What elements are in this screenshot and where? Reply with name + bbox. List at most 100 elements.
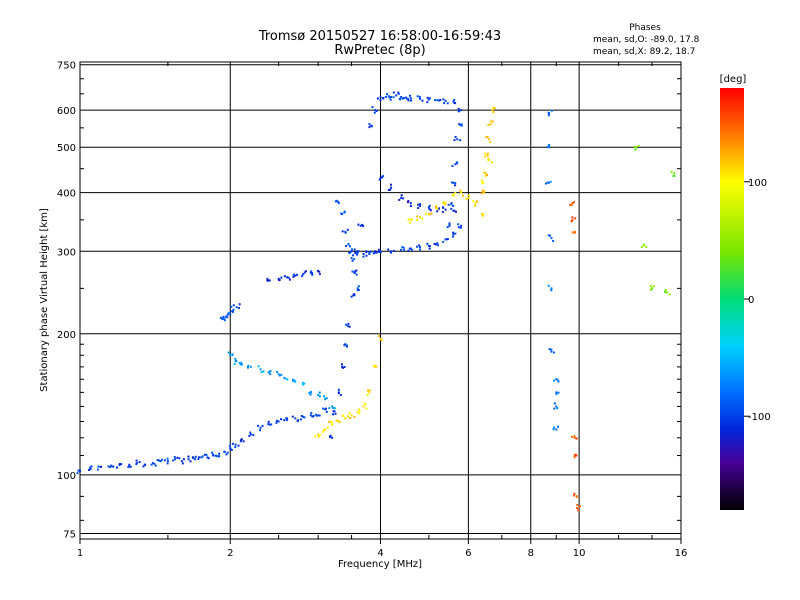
data-point [569, 203, 572, 206]
data-point [364, 402, 367, 405]
data-point [418, 244, 421, 247]
data-point [346, 228, 349, 231]
data-point [257, 365, 260, 368]
data-point [335, 419, 338, 422]
data-point [424, 212, 427, 215]
data-point [460, 123, 463, 126]
data-point [293, 379, 296, 382]
data-point [269, 369, 272, 372]
data-point [375, 365, 378, 368]
data-point [310, 270, 313, 273]
data-point [314, 413, 317, 416]
data-point [456, 138, 459, 141]
data-point [547, 234, 550, 237]
data-point [351, 270, 354, 273]
data-point [200, 456, 203, 459]
data-point [575, 437, 578, 440]
data-point [374, 251, 377, 254]
data-point [347, 322, 350, 325]
data-point [489, 123, 492, 126]
data-point [454, 182, 457, 185]
data-point [361, 223, 364, 226]
data-point [441, 210, 444, 213]
data-point [381, 176, 384, 179]
data-point [332, 407, 335, 410]
data-point [550, 348, 553, 351]
data-point [128, 463, 131, 466]
data-point [398, 198, 401, 201]
data-point [348, 325, 351, 328]
data-point [355, 269, 358, 272]
data-point [390, 186, 393, 189]
data-point [182, 458, 185, 461]
data-point [362, 252, 365, 255]
data-point [378, 250, 381, 253]
data-point [328, 420, 331, 423]
data-point [489, 141, 492, 144]
data-point [448, 222, 451, 225]
data-point [324, 397, 327, 400]
data-point [419, 246, 422, 249]
data-point [416, 215, 419, 218]
data-point [374, 109, 377, 112]
data-point [219, 316, 222, 319]
data-point [309, 414, 312, 417]
data-point [368, 126, 371, 129]
data-point [437, 207, 440, 210]
data-point [283, 275, 286, 278]
x-axis-label: Frequency [MHz] [338, 559, 422, 570]
data-point [484, 172, 487, 175]
data-point [490, 120, 493, 123]
data-point [249, 431, 252, 434]
data-point [138, 461, 141, 464]
data-point [362, 225, 365, 228]
data-point [240, 363, 243, 366]
data-point [76, 472, 79, 475]
data-point [555, 392, 558, 395]
data-point [311, 272, 314, 275]
data-point [458, 123, 461, 126]
data-point [157, 459, 160, 462]
data-point [387, 189, 390, 192]
data-point [301, 275, 304, 278]
data-point [438, 99, 441, 102]
data-point [407, 249, 410, 252]
data-point [267, 371, 270, 374]
data-point [379, 99, 382, 102]
data-point [301, 383, 304, 386]
data-point [550, 237, 553, 240]
data-point [488, 138, 491, 141]
data-point [156, 459, 159, 462]
data-point [225, 315, 228, 318]
data-point [389, 98, 392, 101]
data-point [357, 408, 360, 411]
data-point [322, 407, 325, 410]
colorbar-tick-label: -100 [748, 412, 771, 423]
data-point [446, 226, 449, 229]
data-point [474, 202, 477, 205]
data-point [547, 111, 550, 114]
data-point [673, 174, 676, 177]
data-point [294, 380, 297, 383]
data-point [575, 454, 578, 457]
data-point [100, 465, 103, 468]
data-point [127, 465, 130, 468]
data-point [546, 181, 549, 184]
data-point [435, 207, 438, 210]
y-tick-label: 75 [63, 529, 76, 540]
data-point [322, 395, 325, 398]
data-point [392, 249, 395, 252]
data-point [434, 243, 437, 246]
data-point [573, 456, 576, 459]
data-point [375, 251, 378, 254]
data-point [547, 284, 550, 287]
data-point [291, 379, 294, 382]
data-point [421, 217, 424, 220]
data-point [303, 271, 306, 274]
data-point [309, 393, 312, 396]
data-point [356, 287, 359, 290]
data-point [229, 313, 232, 316]
data-point [571, 202, 574, 205]
scatter-points [76, 91, 676, 512]
data-point [461, 194, 464, 197]
